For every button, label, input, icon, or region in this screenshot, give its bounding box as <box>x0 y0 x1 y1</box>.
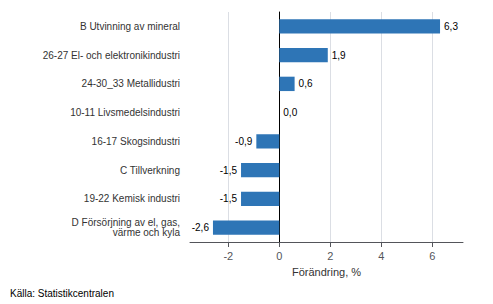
svg-text:-1,5: -1,5 <box>220 165 238 176</box>
svg-text:B Utvinning av mineral: B Utvinning av mineral <box>80 21 180 32</box>
svg-text:10-11 Livsmedelsindustri: 10-11 Livsmedelsindustri <box>70 107 180 118</box>
svg-text:0: 0 <box>276 250 282 262</box>
svg-text:-0,9: -0,9 <box>235 136 253 147</box>
svg-text:2: 2 <box>327 250 333 262</box>
svg-text:Förändring, %: Förändring, % <box>292 266 361 278</box>
svg-text:19-22 Kemisk industri: 19-22 Kemisk industri <box>84 193 180 204</box>
svg-text:C Tillverkning: C Tillverkning <box>120 165 180 176</box>
svg-text:1,9: 1,9 <box>332 50 346 61</box>
svg-text:D Försörjning av el, gas,: D Försörjning av el, gas, <box>71 217 180 229</box>
svg-text:0,0: 0,0 <box>283 107 297 118</box>
svg-text:-2,6: -2,6 <box>192 222 210 233</box>
svg-text:0,6: 0,6 <box>299 78 313 89</box>
svg-text:6,3: 6,3 <box>444 21 458 32</box>
svg-text:6: 6 <box>429 250 435 262</box>
svg-text:26-27 El- och elektronikindust: 26-27 El- och elektronikindustri <box>43 50 180 61</box>
svg-text:-2: -2 <box>223 250 233 262</box>
svg-text:-1,5: -1,5 <box>220 193 238 204</box>
svg-text:16-17 Skogsindustri: 16-17 Skogsindustri <box>92 136 180 147</box>
svg-text:värme och kyla: värme och kyla <box>113 227 181 238</box>
svg-text:4: 4 <box>378 250 384 262</box>
svg-text:24-30_33 Metallidustri: 24-30_33 Metallidustri <box>82 78 180 89</box>
svg-text:Källa: Statistikcentralen: Källa: Statistikcentralen <box>10 288 114 299</box>
